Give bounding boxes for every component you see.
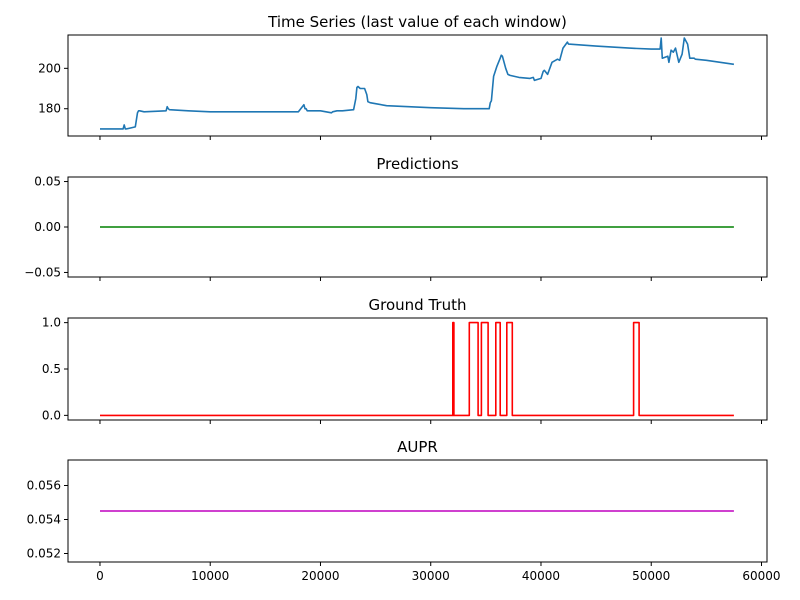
ground-truth-axes-frame [67, 317, 768, 421]
time-series-ytick-label: 180 [38, 102, 61, 116]
predictions-title: Predictions [376, 155, 459, 173]
aupr-xtick-label: 0 [96, 569, 104, 583]
time-series-ytick-label: 200 [38, 61, 61, 75]
ground-truth-ytick-label: 0.5 [42, 362, 61, 376]
aupr-title: AUPR [397, 438, 438, 456]
aupr-ytick-label: 0.054 [27, 513, 61, 527]
aupr-ytick-label: 0.056 [27, 479, 61, 493]
time-series-axes-frame [67, 34, 768, 137]
ground-truth-panel: Ground Truth 0.0 0.5 1.0 [42, 296, 768, 424]
ground-truth-title: Ground Truth [369, 296, 467, 314]
time-series-panel: Time Series (last value of each window) 1… [38, 13, 768, 140]
aupr-ytick-label: 0.052 [27, 547, 61, 561]
aupr-xtick-label: 60000 [742, 569, 780, 583]
time-series-title: Time Series (last value of each window) [267, 13, 567, 31]
aupr-xtick-label: 10000 [191, 569, 229, 583]
predictions-ytick-label: 0.00 [34, 220, 61, 234]
ground-truth-ytick-label: 1.0 [42, 316, 61, 330]
aupr-xtick-label: 30000 [412, 569, 450, 583]
aupr-xtick-label: 50000 [632, 569, 670, 583]
aupr-axes-frame [67, 459, 768, 563]
predictions-ytick-label: −0.05 [24, 265, 61, 279]
ground-truth-ytick-label: 0.0 [42, 408, 61, 422]
predictions-ytick-label: 0.05 [34, 175, 61, 189]
aupr-panel: AUPR 0.052 0.054 0.056 0 10000 20000 30000 40000… [27, 438, 781, 583]
aupr-xtick-label: 40000 [522, 569, 560, 583]
predictions-panel: Predictions −0.05 0.00 0.05 [24, 155, 768, 281]
aupr-xtick-label: 20000 [301, 569, 339, 583]
time-series-series-line [100, 37, 735, 130]
ground-truth-series-line [100, 321, 734, 417]
